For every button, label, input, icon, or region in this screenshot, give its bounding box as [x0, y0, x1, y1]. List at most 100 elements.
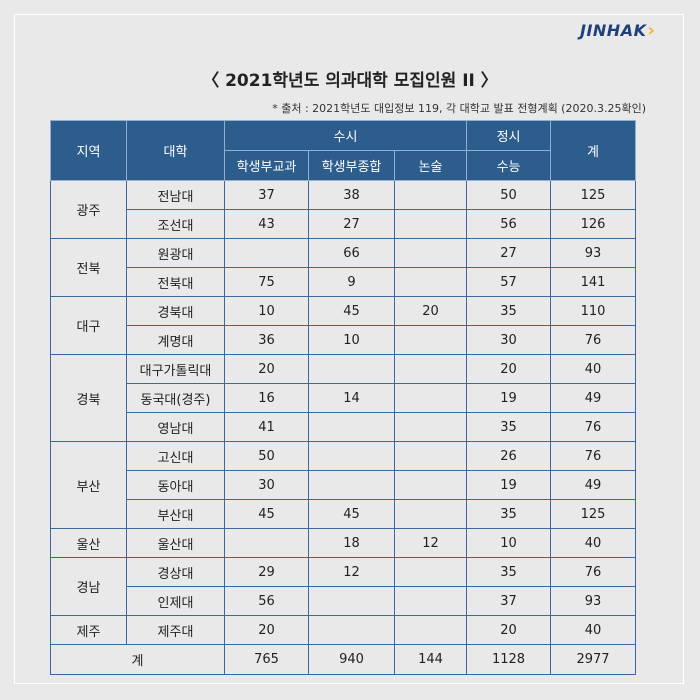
univ-cell: 동아대 — [126, 470, 225, 500]
region-cell: 울산 — [50, 528, 127, 558]
suneung-cell: 26 — [466, 441, 552, 471]
total-cell: 93 — [550, 586, 637, 616]
table-row: 제주 제주대 20 20 40 — [50, 615, 637, 645]
suneung-cell: 35 — [466, 499, 552, 529]
univ-cell: 울산대 — [126, 528, 225, 558]
region-cell: 경남 — [50, 557, 127, 616]
region-cell: 제주 — [50, 615, 127, 645]
table-row: 전북대 75 9 57 141 — [51, 267, 637, 297]
total-cell: 141 — [550, 267, 637, 297]
region-cell: 광주 — [50, 180, 127, 239]
table-row: 인제대 56 37 93 — [51, 586, 637, 616]
total-cell: 76 — [550, 325, 637, 355]
table-row: 동국대(경주) 16 14 19 49 — [51, 383, 637, 413]
gyogwa-cell: 37 — [224, 180, 309, 210]
univ-cell: 인제대 — [126, 586, 225, 616]
total-cell: 93 — [550, 238, 637, 268]
nonsul-cell — [393, 557, 468, 587]
nonsul-cell — [393, 586, 468, 616]
jonghap-cell — [308, 441, 395, 471]
page-title: 〈 2021학년도 의과대학 모집인원 II 〉 — [202, 71, 498, 91]
jonghap-cell: 14 — [308, 383, 395, 413]
header-univ: 대학 — [126, 120, 225, 181]
total-label: 계 — [50, 644, 225, 675]
suneung-cell: 35 — [466, 557, 552, 587]
gyogwa-cell: 29 — [224, 557, 309, 587]
total-cell: 125 — [550, 180, 637, 210]
admissions-table: 지역 대학 수시 정시 계 학생부교과 학생부종합 논술 수능 광주 전남대 37 3… — [50, 120, 637, 675]
suneung-cell: 30 — [466, 325, 552, 355]
univ-cell: 고신대 — [126, 441, 225, 471]
suneung-cell: 57 — [466, 267, 552, 297]
table-row: 동아대 30 19 49 — [51, 470, 637, 500]
jonghap-cell: 12 — [308, 557, 395, 587]
nonsul-cell — [393, 238, 468, 268]
header-susi: 수시 — [223, 120, 468, 151]
suneung-cell: 27 — [466, 238, 552, 268]
univ-cell: 동국대(경주) — [126, 383, 225, 413]
total-gyogwa: 765 — [224, 644, 309, 675]
univ-cell: 조선대 — [126, 209, 225, 239]
total-cell: 76 — [550, 412, 637, 442]
jonghap-cell — [308, 354, 395, 384]
total-cell: 49 — [550, 383, 637, 413]
nonsul-cell — [393, 615, 468, 645]
table-row: 경북 대구가톨릭대 20 20 40 — [50, 354, 637, 442]
total-cell: 40 — [550, 528, 637, 558]
total-cell: 110 — [550, 296, 637, 326]
nonsul-cell — [393, 499, 468, 529]
logo-chevron-icon: › — [647, 20, 656, 41]
gyogwa-cell: 36 — [224, 325, 309, 355]
jonghap-cell — [308, 586, 395, 616]
table-row: 광주 전남대 37 38 50 125 — [50, 180, 637, 239]
total-nonsul: 144 — [393, 644, 468, 675]
total-cell: 76 — [550, 441, 637, 471]
nonsul-cell — [393, 267, 468, 297]
total-suneung: 1128 — [466, 644, 552, 675]
total-cell: 126 — [550, 209, 637, 239]
univ-cell: 경상대 — [126, 557, 225, 587]
table-row: 경남 경상대 29 12 35 76 — [50, 557, 637, 616]
total-sum: 2977 — [550, 644, 637, 675]
page-frame — [14, 14, 684, 684]
jonghap-cell — [308, 615, 395, 645]
table-row: 부산대 45 45 35 125 — [51, 499, 637, 529]
gyogwa-cell: 50 — [224, 441, 309, 471]
suneung-cell: 19 — [466, 470, 552, 500]
suneung-cell: 10 — [466, 528, 552, 558]
jonghap-cell: 38 — [308, 180, 395, 210]
source-note: * 출처 : 2021학년도 대입정보 119, 각 대학교 발표 전형계획 (… — [272, 102, 646, 115]
univ-cell: 원광대 — [126, 238, 225, 268]
table-row: 울산 울산대 18 12 10 40 — [50, 528, 637, 558]
gyogwa-cell: 41 — [224, 412, 309, 442]
total-cell: 40 — [550, 615, 637, 645]
nonsul-cell — [393, 180, 468, 210]
univ-cell: 영남대 — [126, 412, 225, 442]
nonsul-cell — [393, 412, 468, 442]
univ-cell: 제주대 — [126, 615, 225, 645]
jonghap-cell: 9 — [308, 267, 395, 297]
total-cell: 76 — [550, 557, 637, 587]
suneung-cell: 20 — [466, 615, 552, 645]
header-total: 계 — [550, 120, 637, 181]
header-sub-suneung: 수능 — [466, 150, 552, 181]
gyogwa-cell: 10 — [224, 296, 309, 326]
header-sub-jonghap: 학생부종합 — [308, 150, 395, 181]
gyogwa-cell — [224, 528, 309, 558]
region-cell: 경북 — [50, 354, 127, 442]
gyogwa-cell: 30 — [224, 470, 309, 500]
table-row: 조선대 43 27 56 126 — [51, 209, 637, 239]
total-cell: 49 — [550, 470, 637, 500]
jonghap-cell — [308, 470, 395, 500]
table-row: 대구 경북대 10 45 20 35 110 — [50, 296, 637, 355]
jonghap-cell: 27 — [308, 209, 395, 239]
total-cell: 125 — [550, 499, 637, 529]
univ-cell: 전남대 — [126, 180, 225, 210]
suneung-cell: 56 — [466, 209, 552, 239]
total-cell: 40 — [550, 354, 637, 384]
header-region: 지역 — [50, 120, 127, 181]
gyogwa-cell: 56 — [224, 586, 309, 616]
univ-cell: 경북대 — [126, 296, 225, 326]
gyogwa-cell: 20 — [224, 615, 309, 645]
jonghap-cell: 10 — [308, 325, 395, 355]
